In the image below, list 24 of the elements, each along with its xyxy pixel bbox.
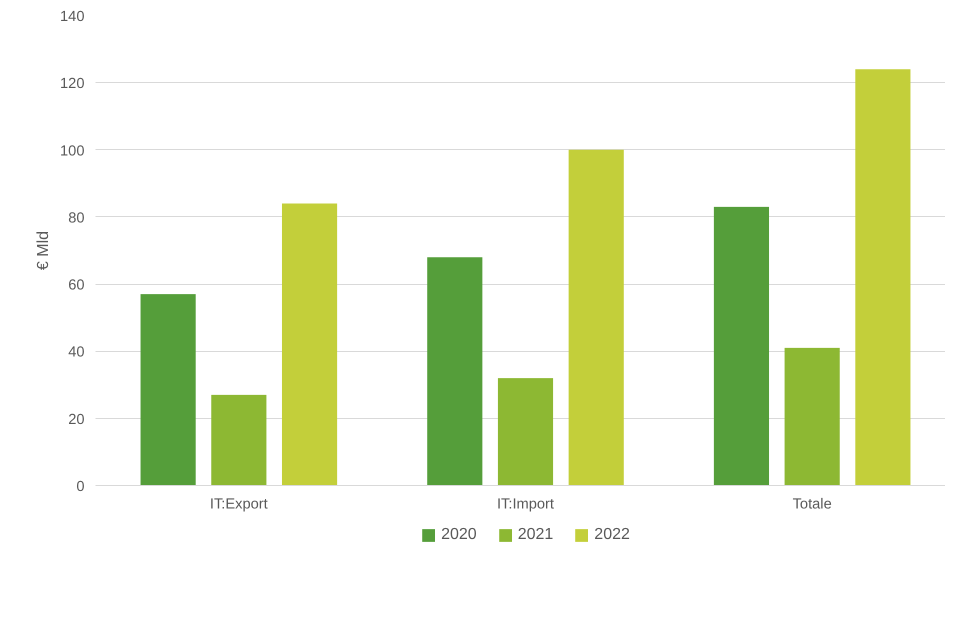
y-axis-title: € Mld xyxy=(35,230,52,270)
bar xyxy=(211,394,266,486)
bar xyxy=(568,150,624,486)
x-tick-label: IT:Export xyxy=(210,496,268,512)
x-tick-label: IT:Import xyxy=(496,496,554,512)
y-tick-label: 20 xyxy=(68,412,85,428)
bar xyxy=(714,206,770,486)
bar xyxy=(282,204,338,486)
y-tick-label: 100 xyxy=(60,143,85,160)
y-tick-label: 60 xyxy=(68,278,85,294)
y-tick-label: 0 xyxy=(76,479,85,495)
legend-label: 2020 xyxy=(441,526,477,544)
y-tick-label: 140 xyxy=(60,9,85,25)
legend-label: 2022 xyxy=(594,526,630,544)
y-tick-label: 120 xyxy=(60,76,85,92)
bar xyxy=(498,378,554,486)
bar xyxy=(140,294,196,486)
y-tick-label: 40 xyxy=(68,344,85,361)
y-tick-label: 80 xyxy=(68,210,85,226)
legend-label: 2021 xyxy=(518,526,554,544)
bar xyxy=(427,257,482,486)
bar xyxy=(784,348,840,486)
bar xyxy=(855,69,910,486)
x-tick-label: Totale xyxy=(792,496,832,512)
